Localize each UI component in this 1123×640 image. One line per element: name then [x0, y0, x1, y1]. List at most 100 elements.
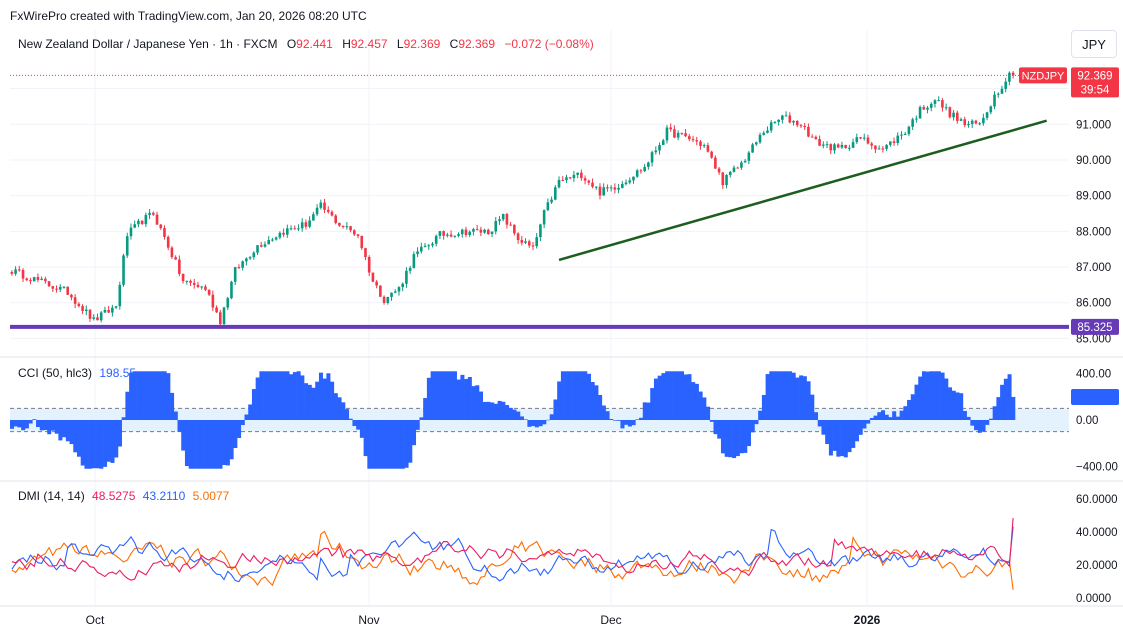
candle-body: [96, 317, 99, 321]
candle-body: [159, 224, 163, 229]
cci-bar: [449, 371, 454, 420]
candle-body: [289, 228, 293, 230]
price-tick-label: 86.000: [1076, 298, 1111, 310]
cci-bar: [687, 374, 692, 420]
candle-body: [18, 269, 21, 271]
candle-body: [740, 162, 743, 168]
currency-button[interactable]: JPY: [1071, 30, 1117, 58]
cci-bar: [564, 371, 569, 420]
candle-body: [621, 184, 624, 188]
candle-body: [259, 245, 263, 247]
cci-bar: [490, 402, 495, 420]
price-badge: [1071, 67, 1119, 98]
cci-bar: [668, 371, 673, 420]
price-axis[interactable]: 92.00091.00090.00089.00088.00087.00086.0…: [1076, 84, 1118, 605]
candle-body: [256, 245, 259, 253]
cci-bar: [936, 371, 941, 420]
candle-body: [632, 176, 635, 181]
cci-bar: [304, 383, 309, 420]
cci-bar: [583, 371, 588, 420]
candle-body: [62, 286, 66, 288]
cci-bar: [948, 387, 953, 420]
candle-body: [676, 132, 680, 138]
cci-bar: [50, 420, 55, 431]
cci-bar: [36, 420, 41, 428]
time-axis[interactable]: Oct Nov Dec 2026: [86, 613, 881, 627]
candle-body: [245, 258, 248, 262]
candle-body: [237, 267, 241, 269]
cci-bar: [661, 373, 666, 420]
cci-bar: [951, 390, 956, 420]
candle-body: [252, 252, 256, 258]
cci-bar: [791, 372, 796, 420]
candle-body: [315, 207, 319, 215]
cci-bar: [207, 420, 212, 469]
candle-body: [200, 286, 203, 288]
cci-bar: [10, 420, 15, 429]
low-label: L: [396, 37, 404, 51]
cci-bar: [73, 420, 78, 453]
candle-body: [345, 226, 349, 228]
candle-body: [423, 245, 427, 247]
candle-body: [166, 236, 170, 248]
cci-bar: [624, 420, 629, 425]
cci-bar: [84, 420, 89, 469]
candle-body: [14, 269, 17, 274]
cci-bar: [639, 417, 644, 420]
cci-bar: [1011, 396, 1016, 420]
low-value: 92.369: [403, 37, 441, 51]
candle-body: [881, 148, 885, 150]
dmi-legend[interactable]: DMI (14, 14) 48.5275 43.2110 5.0077: [18, 489, 229, 503]
cci-bar: [129, 372, 134, 420]
cci-bar: [322, 378, 327, 420]
candle-body: [520, 240, 524, 243]
cci-bar: [497, 400, 502, 420]
cci-bar: [773, 371, 778, 420]
symbol-title[interactable]: New Zealand Dollar / Japanese Yen · 1h ·…: [18, 37, 278, 51]
cci-bar: [196, 420, 201, 469]
candle-body: [390, 292, 393, 297]
candle-body: [427, 245, 431, 247]
candle-body: [937, 100, 940, 102]
cci-bar: [103, 420, 108, 467]
candle-body: [758, 134, 762, 143]
candle-body: [680, 132, 684, 134]
candle-body: [70, 294, 73, 298]
cci-bar: [315, 381, 320, 420]
candle-body: [408, 267, 412, 271]
cci-bar: [367, 420, 372, 469]
candle-body: [609, 187, 613, 189]
candle-body: [181, 273, 185, 282]
trendline[interactable]: [558, 119, 1047, 262]
price-tick-label: 88.000: [1076, 226, 1111, 238]
cci-bar: [255, 377, 260, 420]
candle-body: [799, 125, 803, 127]
cci-bar: [620, 420, 625, 429]
candle-body: [851, 142, 855, 148]
candle-body: [464, 229, 468, 236]
candle-body: [889, 141, 892, 145]
cci-bar: [39, 420, 44, 431]
candle-body: [967, 123, 970, 126]
cci-bar: [586, 373, 591, 420]
cci-bar: [43, 420, 48, 431]
candle-body: [371, 272, 375, 282]
cci-bar: [263, 371, 268, 420]
cci-bar: [843, 420, 848, 458]
candle-body: [810, 136, 814, 138]
candle-body: [836, 144, 840, 148]
candle-body: [509, 224, 512, 226]
cci-bar: [259, 371, 264, 420]
open-label: O: [286, 37, 297, 51]
cci-bar: [278, 371, 283, 420]
candle-body: [483, 229, 486, 233]
cci-bar: [821, 420, 826, 435]
cci-legend[interactable]: CCI (50, hlc3) 198.55: [18, 366, 136, 380]
cci-bar: [542, 420, 547, 425]
cci-bar: [21, 420, 26, 431]
candle-body: [933, 100, 937, 104]
candle-body: [10, 271, 14, 274]
candle-body: [825, 144, 829, 146]
cci-bar: [318, 372, 323, 420]
